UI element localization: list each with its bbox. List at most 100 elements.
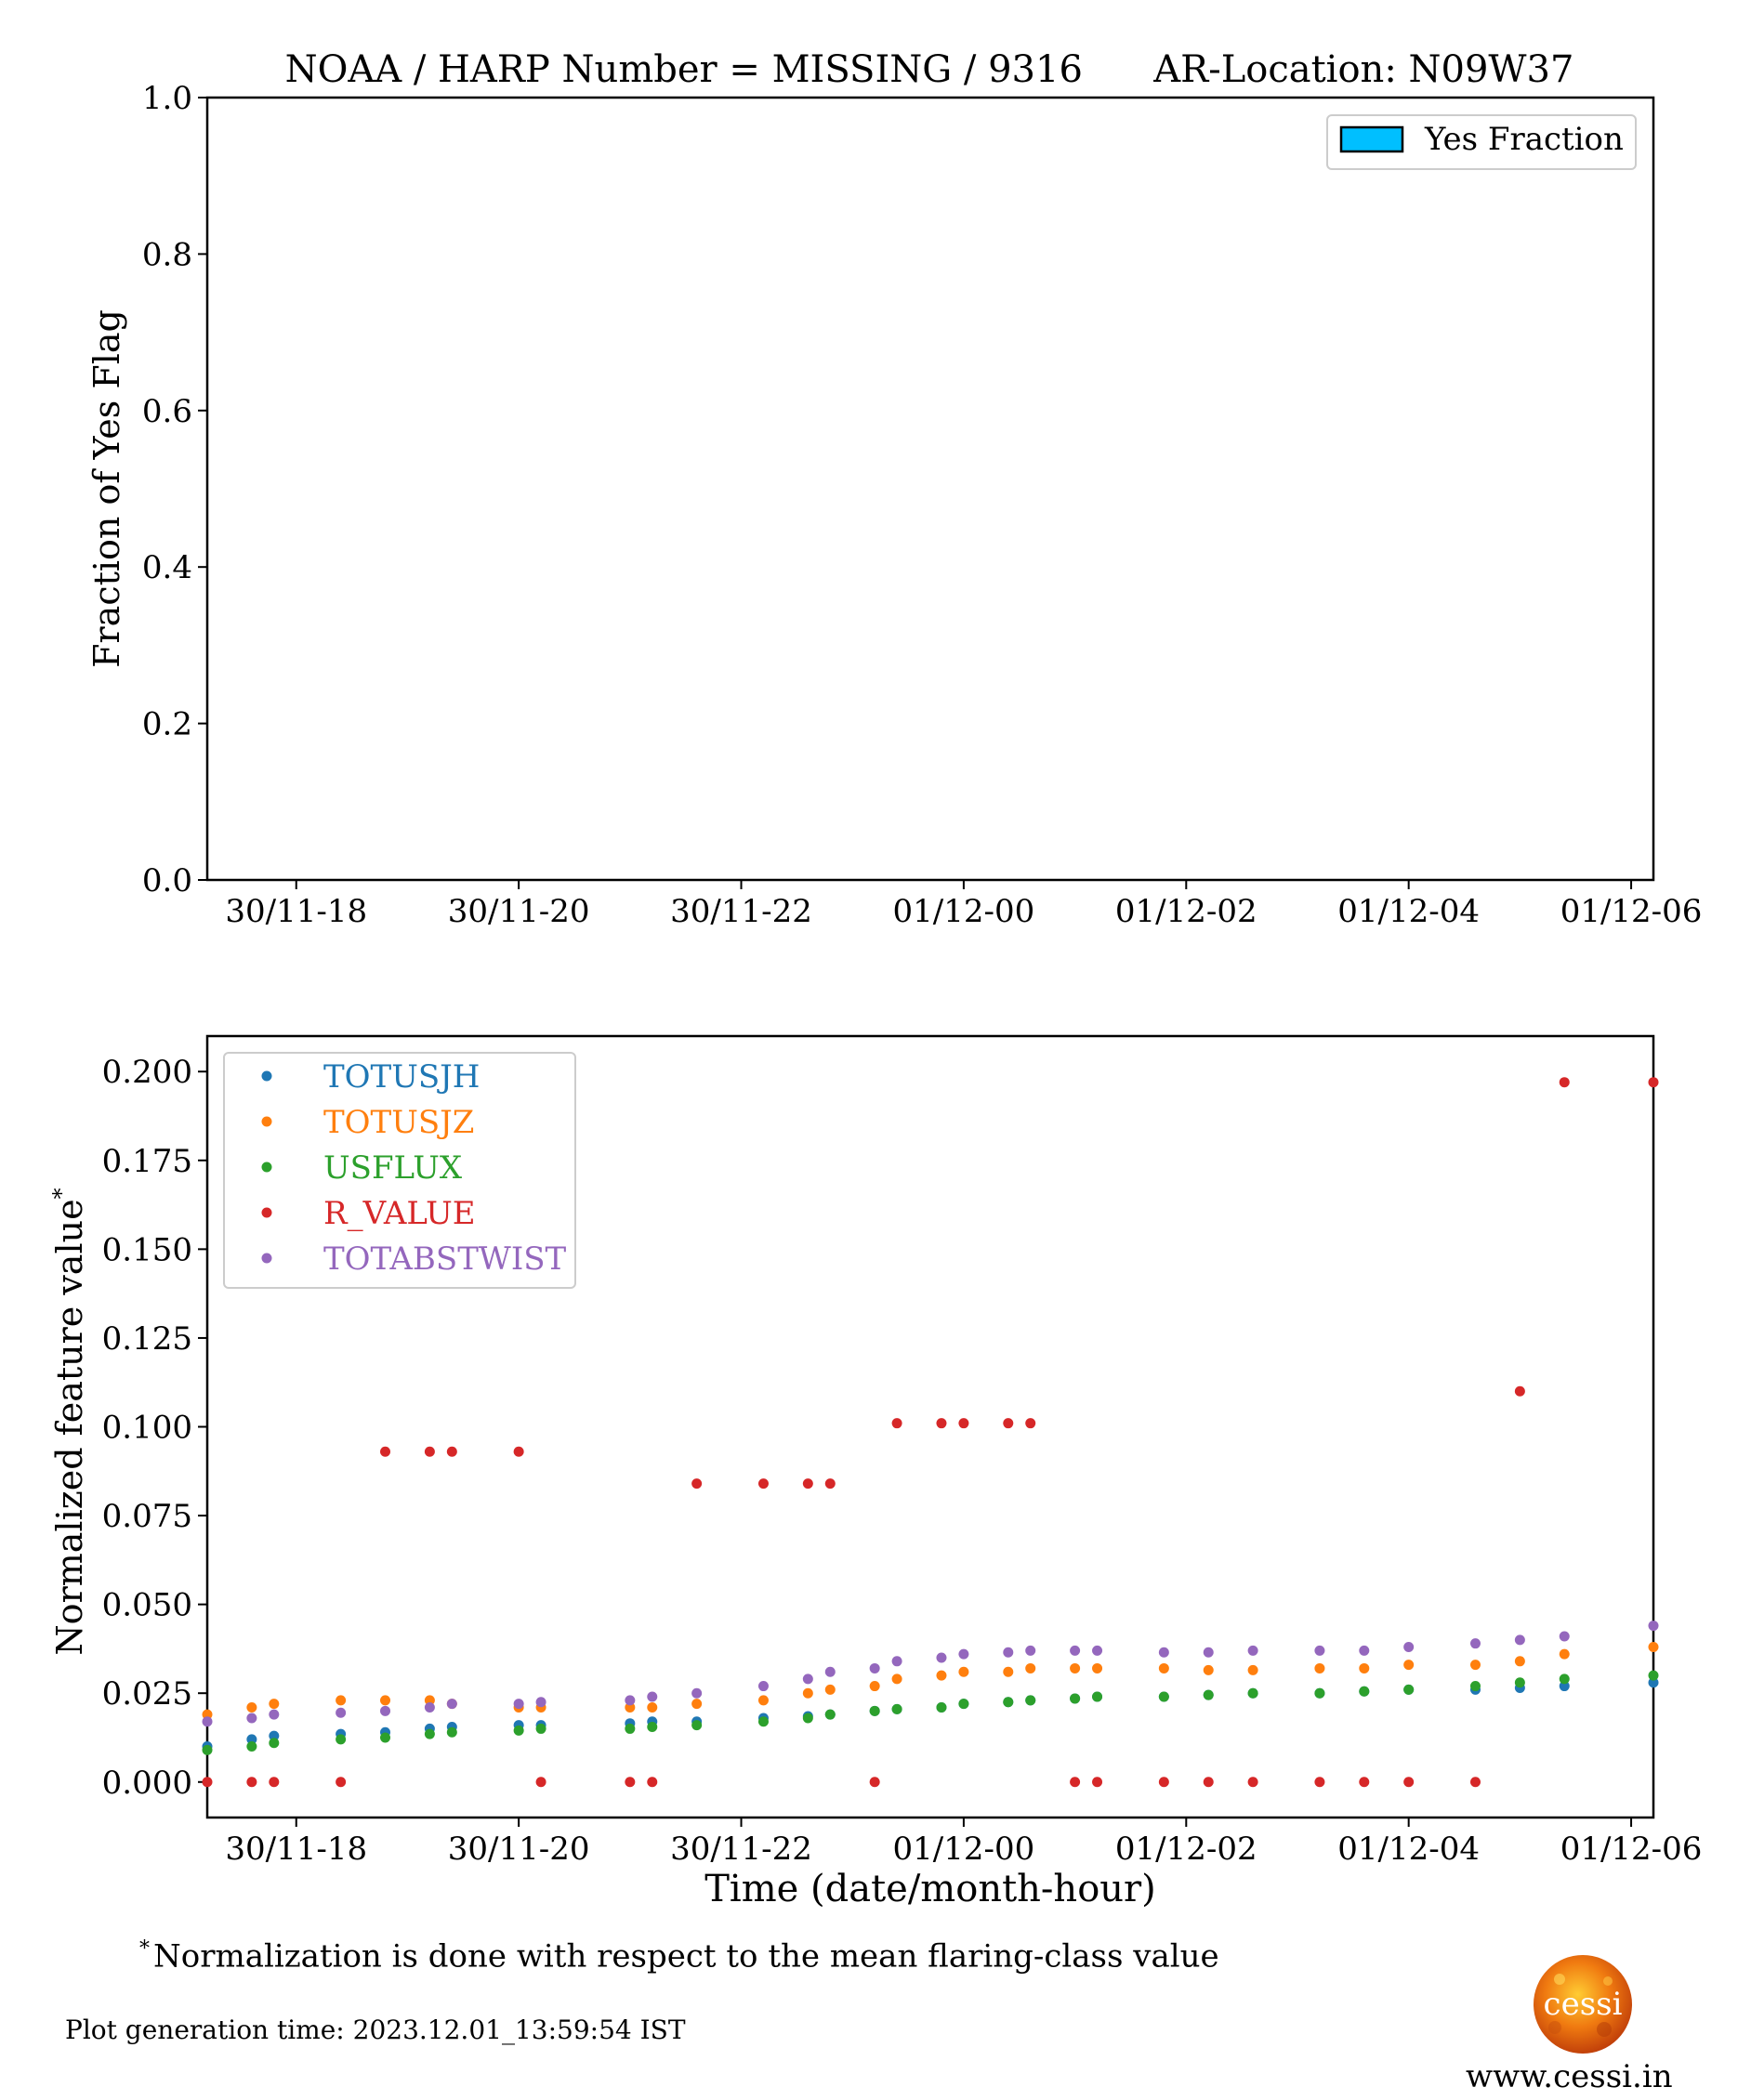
data-point	[1203, 1689, 1214, 1700]
x-tick-label: 01/12-02	[1115, 893, 1257, 930]
data-point	[936, 1670, 947, 1681]
footnote: * Normalization is done with respect to t…	[139, 1937, 1219, 1975]
y-tick-label: 0.025	[102, 1675, 192, 1713]
data-point	[246, 1713, 257, 1724]
data-point	[691, 1478, 703, 1490]
y-tick-label: 0.4	[142, 549, 192, 586]
data-point	[1403, 1642, 1415, 1653]
data-point	[757, 1681, 769, 1692]
data-point	[802, 1673, 813, 1685]
data-point	[802, 1687, 813, 1699]
data-point	[1648, 1077, 1659, 1088]
x-tick-label: 01/12-06	[1560, 893, 1703, 930]
y-tick-label: 0.125	[102, 1320, 192, 1358]
x-axis-label: Time (date/month-hour)	[704, 1868, 1156, 1910]
data-point	[802, 1713, 813, 1724]
legend-label: TOTABSTWIST	[323, 1240, 567, 1278]
legend-marker	[261, 1207, 272, 1218]
x-tick-label: 30/11-22	[670, 893, 812, 930]
plot-area	[205, 96, 1655, 882]
data-point	[246, 1777, 257, 1788]
x-tick-label: 01/12-04	[1337, 1831, 1480, 1868]
data-point	[1359, 1662, 1370, 1673]
y-axis-ticks: 0.000 0.025 0.050 0.075 0.100 0.125 0.150 0.175…	[102, 1054, 207, 1802]
data-point	[1403, 1660, 1415, 1671]
data-point	[246, 1741, 257, 1752]
data-point	[936, 1652, 947, 1663]
legend-label: R_VALUE	[323, 1195, 476, 1232]
x-tick-label: 01/12-04	[1337, 893, 1480, 930]
data-point	[535, 1697, 546, 1708]
data-point	[869, 1705, 880, 1716]
data-point	[824, 1478, 836, 1490]
data-point	[1025, 1418, 1036, 1429]
data-point	[891, 1418, 902, 1429]
data-point	[424, 1446, 435, 1457]
data-point	[869, 1662, 880, 1673]
data-point	[1092, 1645, 1103, 1656]
y-axis-ticks: 0.0 0.2 0.4 0.6 0.8 1.0	[142, 80, 207, 899]
website-url: www.cessi.in	[1466, 2058, 1673, 2095]
data-point	[1648, 1670, 1659, 1681]
data-point	[269, 1709, 280, 1720]
y-tick-label: 0.075	[102, 1498, 192, 1535]
y-tick-label: 0.200	[102, 1054, 192, 1091]
y-tick-label: 0.6	[142, 393, 192, 430]
data-point	[824, 1684, 836, 1695]
x-tick-label: 01/12-02	[1115, 1831, 1257, 1868]
footnote-marker: *	[139, 1937, 150, 1961]
x-tick-label: 30/11-20	[448, 893, 590, 930]
x-tick-label: 01/12-00	[893, 1831, 1035, 1868]
data-point	[269, 1738, 280, 1749]
x-tick-label: 01/12-06	[1560, 1831, 1703, 1868]
data-point	[1559, 1077, 1570, 1088]
yes-fraction-swatch	[1339, 125, 1404, 153]
data-point	[824, 1666, 836, 1677]
x-tick-label: 01/12-00	[893, 893, 1035, 930]
data-point	[1203, 1664, 1214, 1675]
data-point	[1158, 1662, 1169, 1673]
data-point	[202, 1777, 213, 1788]
data-point	[1514, 1656, 1525, 1667]
data-point	[1314, 1777, 1325, 1788]
data-point	[647, 1701, 658, 1713]
data-point	[1070, 1693, 1081, 1704]
y-axis-label-text: Normalized feature value	[49, 1199, 90, 1655]
data-point	[446, 1726, 457, 1738]
legend-marker	[261, 1116, 272, 1127]
data-point	[513, 1446, 524, 1457]
legend: TOTUSJH TOTUSJZ USFLUX R_VALUE TOTABSTWIST	[223, 1052, 576, 1289]
data-point	[1559, 1648, 1570, 1660]
footnote-text: Normalization is done with respect to th…	[153, 1937, 1219, 1975]
y-axis-label: Normalized feature value*	[48, 1188, 90, 1655]
data-point	[1003, 1418, 1014, 1429]
data-point	[446, 1446, 457, 1457]
data-point	[1314, 1645, 1325, 1656]
data-point	[535, 1723, 546, 1734]
y-tick-label: 0.150	[102, 1231, 192, 1268]
data-point	[380, 1732, 391, 1743]
y-tick-label: 0.000	[102, 1765, 192, 1802]
data-point	[625, 1695, 636, 1706]
data-points	[202, 1077, 1659, 1788]
data-point	[1025, 1662, 1036, 1673]
y-tick-label: 0.175	[102, 1143, 192, 1180]
data-point	[958, 1666, 969, 1677]
data-point	[1247, 1687, 1258, 1699]
data-point	[246, 1734, 257, 1745]
series-usflux	[202, 1670, 1659, 1755]
data-point	[647, 1691, 658, 1702]
legend-frame	[223, 1052, 576, 1289]
data-point	[1158, 1777, 1169, 1788]
x-axis-ticks: 30/11-18 30/11-20 30/11-22 01/12-00 01/12-02…	[225, 880, 1702, 930]
x-axis-ticks: 30/11-18 30/11-20 30/11-22 01/12-00 01/12-02…	[225, 1818, 1702, 1868]
data-point	[1648, 1642, 1659, 1653]
data-point	[691, 1720, 703, 1731]
data-point	[691, 1687, 703, 1699]
data-point	[1403, 1684, 1415, 1695]
data-point	[1247, 1645, 1258, 1656]
legend-marker	[261, 1162, 272, 1173]
data-point	[1469, 1660, 1481, 1671]
y-tick-label: 1.0	[142, 80, 192, 117]
